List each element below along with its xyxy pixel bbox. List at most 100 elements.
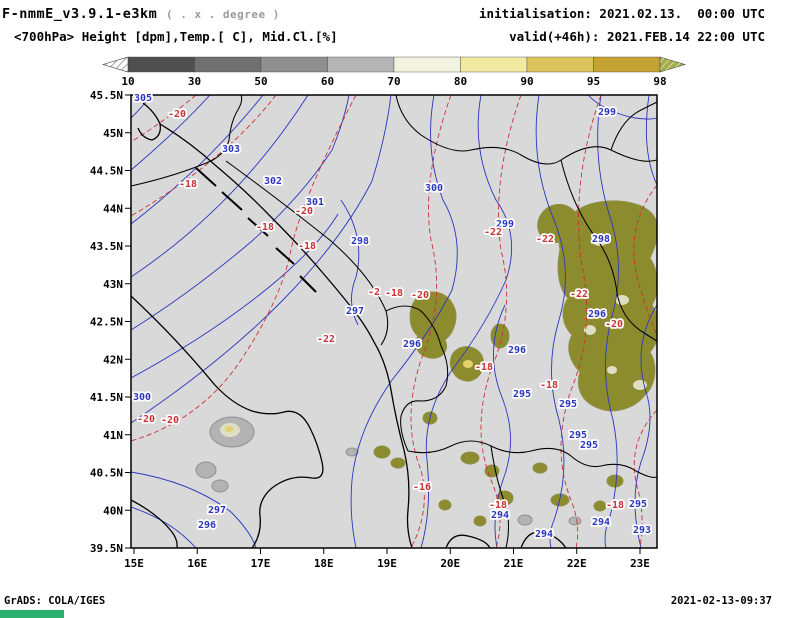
border (385, 305, 449, 452)
lon-label: 15E (124, 557, 144, 570)
header-title: F-nmmE_v3.9.1-e3km ( . x . degree ) (2, 6, 280, 22)
island (275, 247, 295, 265)
temp-contour (480, 95, 522, 548)
height-contour (597, 95, 619, 548)
colorbar-right-arrow-hatch (660, 57, 685, 72)
temp-contour-label: -20 (168, 109, 186, 120)
model-name: F-nmmE_v3.9.1-e3km (2, 6, 158, 22)
temp-contour-label: -2 (368, 287, 380, 298)
height-contour-label: 297 (208, 505, 226, 516)
temp-contour-label: -18 (540, 380, 558, 391)
cloud-patch (373, 445, 391, 459)
contour-labels: 305 303 302 301 300 299 299 298 298 297 296 296 296 2… (131, 91, 653, 542)
cloud-patch-gray (195, 461, 217, 479)
cloud-patch-gray (211, 479, 229, 493)
cloud-hole (615, 295, 629, 305)
height-contour-label: 300 (425, 183, 443, 194)
temp-contour-label: -20 (605, 319, 623, 330)
height-contour-label: 294 (592, 517, 610, 528)
coastline-greece (520, 531, 567, 548)
height-contour (131, 95, 153, 119)
lat-label: 41N (103, 429, 123, 442)
height-contour-label: 293 (633, 525, 651, 536)
cloud-patch-gray (568, 516, 582, 526)
lat-label: 43N (103, 278, 123, 291)
cloud-patch (593, 500, 607, 512)
temp-contour-label: -18 (606, 500, 624, 511)
country-borders (131, 95, 657, 548)
valid-time: valid(+46h): 2021.FEB.14 22:00 UTC (509, 29, 765, 44)
colorbar-left-arrow-hatch (103, 57, 128, 72)
height-contour-label: 295 (513, 389, 531, 400)
temp-contour-label: -18 (475, 362, 493, 373)
colorbar-segment (593, 56, 661, 73)
axis-labels: 45.5N 45N 44.5N 44N 43.5N 43N 42.5N 42N 41.5N 41N… (90, 89, 650, 570)
grads-credit: GrADS: COLA/IGES (4, 595, 106, 607)
height-contour (131, 95, 350, 331)
height-contour-label: 303 (222, 144, 240, 155)
colorbar-segment (393, 56, 461, 73)
height-contour-label: 295 (580, 440, 598, 451)
creation-timestamp: 2021-02-13-09:37 (670, 595, 772, 607)
height-contour-label: 295 (559, 399, 577, 410)
height-contour-label: 295 (629, 499, 647, 510)
coastline-greece (445, 534, 491, 548)
temp-contour-label: -18 (385, 288, 403, 299)
lat-label: 45N (103, 127, 123, 140)
border (407, 440, 657, 478)
colorbar-segment (194, 56, 262, 73)
temp-contour-label: -18 (256, 222, 274, 233)
height-contour (131, 95, 392, 424)
height-contour-label: 301 (306, 197, 324, 208)
height-contour (587, 95, 657, 120)
cloud-hole (584, 325, 596, 335)
temp-contour-label: -20 (161, 415, 179, 426)
island (299, 275, 317, 293)
temp-contour-label: -22 (570, 289, 588, 300)
height-contour (131, 95, 309, 278)
colorbar-tick-label: 80 (454, 75, 467, 88)
colorbar-segment (526, 56, 594, 73)
border (560, 159, 657, 342)
height-contour-label: 298 (351, 236, 369, 247)
footer-green-bar (0, 610, 64, 618)
height-contour-label: 296 (588, 309, 606, 320)
coastline-italy-west (131, 499, 178, 548)
cloud-patch (532, 462, 548, 474)
lat-label: 42N (103, 353, 123, 366)
cloud-patch-gray (345, 447, 359, 457)
height-contour (131, 213, 339, 379)
cloud-patch (460, 451, 480, 465)
colorbar-labels: 10 30 50 60 70 80 90 95 98 (121, 75, 666, 88)
island (195, 167, 217, 187)
colorbar-tick-label: 60 (321, 75, 334, 88)
temp-contour-label: -18 (489, 500, 507, 511)
temp-contour (131, 95, 277, 217)
height-contour-label: 305 (134, 93, 152, 104)
coastline-dalmatia (159, 123, 375, 343)
cloud-patch (438, 499, 452, 511)
lon-label: 21E (504, 557, 524, 570)
height-contour-label: 302 (264, 176, 282, 187)
colorbar-segment (460, 56, 528, 73)
colorbar-tick-label: 98 (653, 75, 666, 88)
temp-contour-label: -22 (317, 334, 335, 345)
lat-label: 44.5N (90, 165, 123, 178)
height-contour (634, 304, 657, 548)
height-contour-label: 299 (598, 107, 616, 118)
cloud-patch-gray (517, 514, 533, 526)
border (225, 160, 389, 346)
temp-contour-label: -18 (179, 179, 197, 190)
cloud-cover-layer (195, 200, 657, 527)
height-contour-label: 296 (198, 520, 216, 531)
temp-contour-label: -18 (298, 241, 316, 252)
colorbar-tick-label: 10 (121, 75, 134, 88)
border (131, 95, 243, 187)
height-contour-label: 296 (508, 345, 526, 356)
coastline-italy-east (131, 295, 324, 548)
lon-label: 22E (567, 557, 587, 570)
temp-contour (633, 184, 657, 336)
temp-contour-label: -20 (137, 414, 155, 425)
temp-contour-label: -20 (295, 206, 313, 217)
colorbar-tick-label: 90 (520, 75, 533, 88)
